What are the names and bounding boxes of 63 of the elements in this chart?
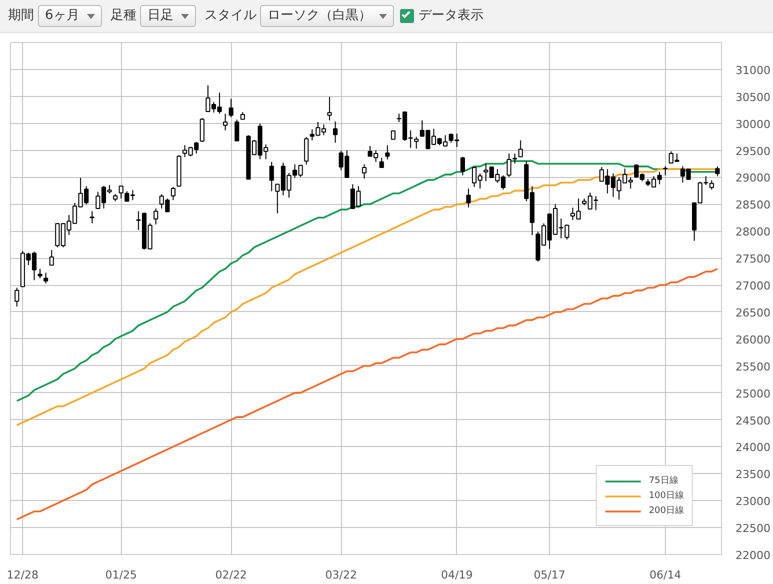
candlestick (170, 186, 176, 201)
x-tick-label: 12/28 (6, 568, 39, 582)
text: 日足 (140, 4, 196, 28)
y-tick-label: 26000 (736, 333, 770, 346)
candlestick (90, 210, 94, 224)
y-tick-label: 23500 (736, 468, 770, 482)
y-tick-label: 30000 (736, 118, 770, 131)
x-tick-label: 05/17 (534, 568, 566, 582)
y-tick-label: 28000 (736, 226, 770, 239)
candlestick (460, 156, 465, 176)
candlestick (506, 153, 512, 178)
text: 6ヶ月 (38, 4, 102, 28)
candlestick (269, 161, 274, 192)
line-series (16, 268, 718, 520)
candlestick (223, 113, 228, 131)
y-tick-label: 22000 (736, 549, 770, 562)
candlestick (154, 208, 158, 225)
candlestick (234, 119, 240, 142)
candlestick (14, 287, 20, 308)
y-tick-label: 27000 (736, 280, 770, 293)
x-tick-label: 06/14 (649, 568, 682, 582)
candlestick (518, 140, 523, 158)
legend-label: 100日線 (648, 490, 684, 502)
candlestick (466, 188, 471, 208)
y-tick-label: 31000 (736, 64, 770, 77)
y-tick-label: 24500 (736, 414, 770, 428)
x-tick-label: 04/19 (441, 568, 473, 582)
candlestick (38, 268, 42, 279)
x-tick-label: 03/22 (325, 568, 357, 582)
y-tick-label: 25000 (736, 387, 770, 400)
y-tick-label: 30500 (736, 90, 770, 104)
text: スタイル (204, 6, 256, 25)
candlestick (385, 144, 390, 160)
candlestick (414, 136, 419, 150)
candlestick (362, 164, 367, 180)
text: 期間 (8, 6, 34, 25)
y-tick-label: 27500 (736, 252, 770, 266)
y-tick-label: 26500 (736, 306, 770, 320)
candlestick (49, 249, 54, 266)
candlestick (44, 272, 48, 284)
y-tick-label: 22500 (736, 522, 770, 536)
candlestick (333, 120, 338, 144)
y-tick-label: 25500 (736, 360, 770, 374)
y-tick-label: 28500 (736, 198, 770, 212)
candlestick (715, 166, 720, 177)
candlestick (200, 117, 204, 142)
text: データ表示 (417, 6, 484, 25)
x-tick-label: 02/22 (215, 568, 247, 582)
legend-label: 200日線 (648, 505, 684, 517)
x-tick-label: 01/25 (105, 568, 137, 582)
y-tick-label: 29000 (736, 172, 770, 185)
candlestick (228, 98, 234, 118)
candlestick (663, 166, 668, 176)
text: ローソク（白黒） (260, 4, 394, 28)
candlestick (379, 157, 384, 168)
y-tick-label: 23000 (736, 495, 770, 508)
text: 足種 (110, 6, 136, 25)
candlestick (327, 96, 332, 121)
y-tick-label: 24000 (736, 441, 770, 454)
candlestick (304, 136, 309, 166)
legend-label: 75日線 (648, 475, 678, 487)
candlestick (512, 153, 518, 164)
y-tick-label: 29500 (736, 144, 770, 158)
